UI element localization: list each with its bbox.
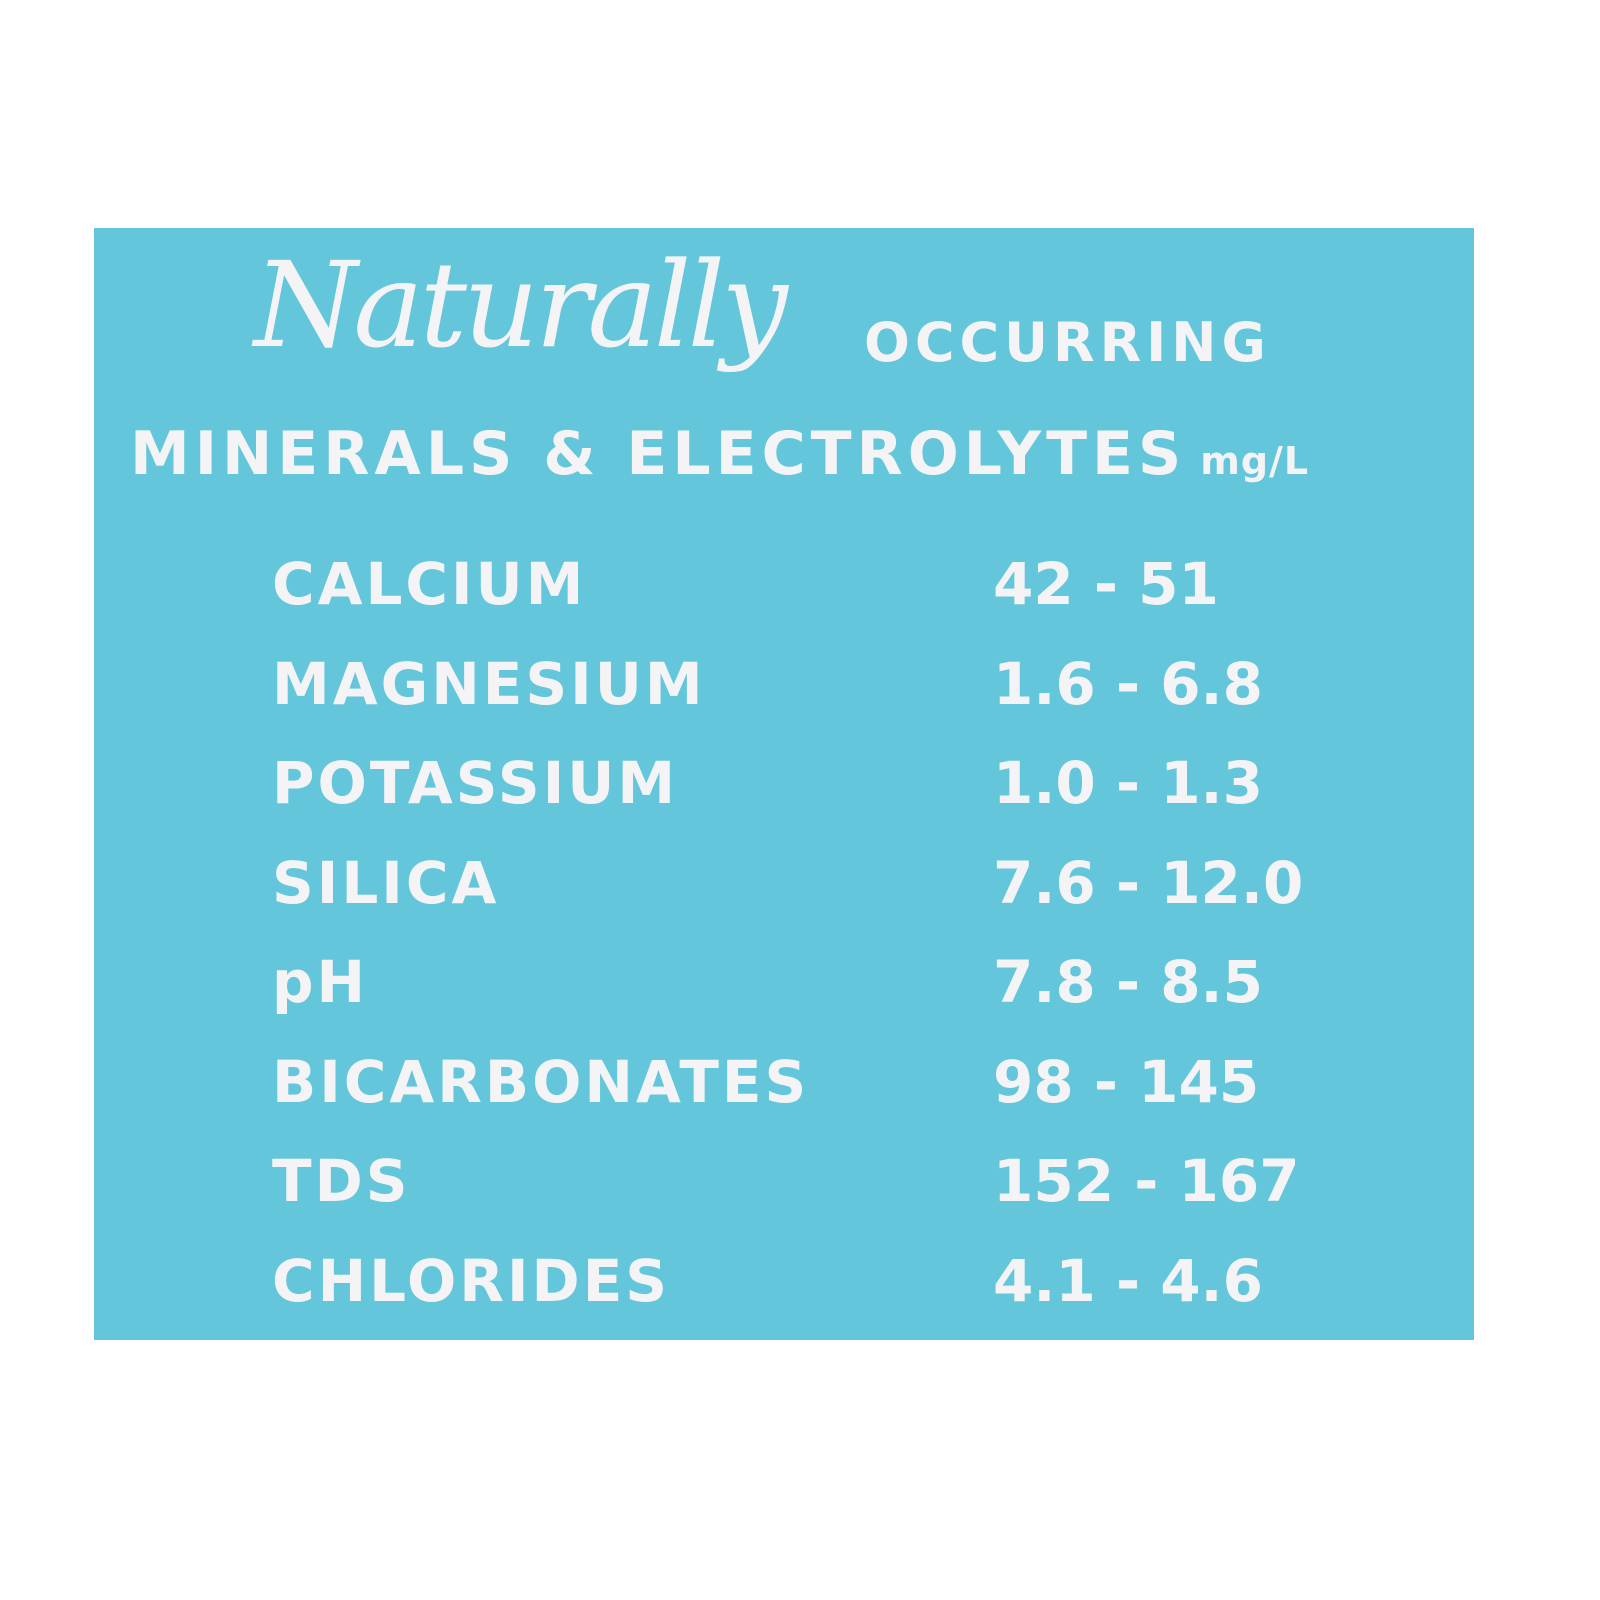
row-value: 1.0 - 1.3 (993, 749, 1263, 817)
row-value: 7.8 - 8.5 (993, 948, 1263, 1016)
mineral-table: CALCIUM 42 - 51 MAGNESIUM 1.6 - 6.8 POTASS… (272, 548, 1372, 1344)
unit-label: mg/L (1200, 439, 1310, 483)
row-label: TDS (272, 1147, 411, 1215)
row-value: 42 - 51 (993, 550, 1219, 618)
row-label: CALCIUM (272, 550, 587, 618)
heading-minerals: MINERALS & ELECTROLYTES mg/L (130, 424, 1309, 484)
heading-occurring: OCCURRING (864, 311, 1271, 374)
table-row: POTASSIUM 1.0 - 1.3 (272, 747, 1372, 847)
row-label: CHLORIDES (272, 1246, 671, 1315)
row-value: 152 - 167 (993, 1147, 1300, 1215)
table-row: TDS 152 - 167 (272, 1145, 1372, 1245)
row-value: 4.1 - 4.6 (993, 1246, 1263, 1315)
row-value: 98 - 145 (993, 1047, 1260, 1116)
table-row: BICARBONATES 98 - 145 (272, 1046, 1372, 1146)
heading-minerals-text: MINERALS & ELECTROLYTES (130, 419, 1187, 489)
mineral-label-panel: Naturally OCCURRING MINERALS & ELECTROLY… (94, 228, 1474, 1340)
row-value: 7.6 - 12.0 (993, 848, 1304, 917)
row-label: MAGNESIUM (272, 649, 706, 718)
table-row: SILICA 7.6 - 12.0 (272, 847, 1372, 947)
row-label: BICARBONATES (272, 1047, 810, 1116)
row-value: 1.6 - 6.8 (993, 649, 1263, 718)
row-label: pH (272, 948, 369, 1016)
heading-script-word: Naturally (254, 236, 788, 374)
table-row: CHLORIDES 4.1 - 4.6 (272, 1245, 1372, 1345)
table-row: pH 7.8 - 8.5 (272, 946, 1372, 1046)
row-label: SILICA (272, 848, 500, 917)
table-row: MAGNESIUM 1.6 - 6.8 (272, 648, 1372, 748)
table-row: CALCIUM 42 - 51 (272, 548, 1372, 648)
row-label: POTASSIUM (272, 749, 679, 817)
